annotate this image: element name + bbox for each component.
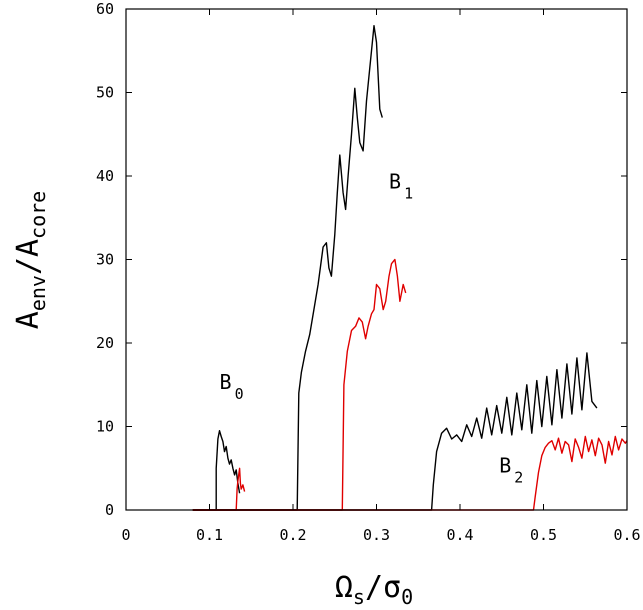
series-line-red-branch-B1	[192, 258, 407, 511]
annotation-sub: 2	[514, 468, 523, 486]
y-tick-label: 40	[96, 167, 114, 185]
y-tick-label: 50	[96, 84, 114, 102]
y-tick-label: 10	[96, 418, 114, 436]
annotations: B 0B 1B 2	[220, 170, 524, 487]
x-tick-label: 0.5	[530, 526, 557, 544]
y-axis-title-main: A	[11, 311, 46, 329]
x-tick-label: 0.1	[196, 526, 223, 544]
x-tick-label: 0.6	[613, 526, 640, 544]
x-tick-label: 0.3	[363, 526, 390, 544]
y-axis-title-sub2: core	[26, 191, 50, 239]
x-tick-label: 0	[121, 526, 130, 544]
y-axis-title: Aenv/Acore	[11, 191, 50, 329]
series-line-black-branch-B2	[192, 352, 598, 511]
y-tick-label: 0	[105, 501, 114, 519]
x-tick-label: 0.2	[279, 526, 306, 544]
series-line-black-branch-B0	[192, 430, 241, 511]
x-axis-title: Ωs/σ0	[335, 570, 413, 609]
annotation-main: B	[220, 370, 232, 394]
series-line-red-branch-B2	[192, 435, 628, 511]
y-tick-label: 60	[96, 0, 114, 18]
plot-frame	[125, 8, 628, 511]
x-axis-title-main: Ω	[335, 570, 353, 605]
annotation-sub: 1	[404, 185, 413, 203]
annotation-sub: 0	[235, 385, 244, 403]
y-axis-title-sub: env	[26, 275, 50, 311]
series-line-red-branch-B0	[192, 467, 246, 511]
y-tick-label: 30	[96, 251, 114, 269]
annotation-main: B	[389, 170, 401, 194]
x-axis-title-mid: /σ	[365, 570, 401, 605]
y-tick-label: 20	[96, 334, 114, 352]
x-axis-title-sub2: 0	[401, 585, 413, 609]
series-line-black-branch-B1	[192, 25, 383, 511]
x-tick-label: 0.4	[446, 526, 473, 544]
x-axis-title-sub: s	[353, 585, 365, 609]
annotation-main: B	[499, 453, 511, 477]
y-axis-title-mid: /A	[11, 239, 46, 275]
plot-lines	[192, 25, 628, 511]
